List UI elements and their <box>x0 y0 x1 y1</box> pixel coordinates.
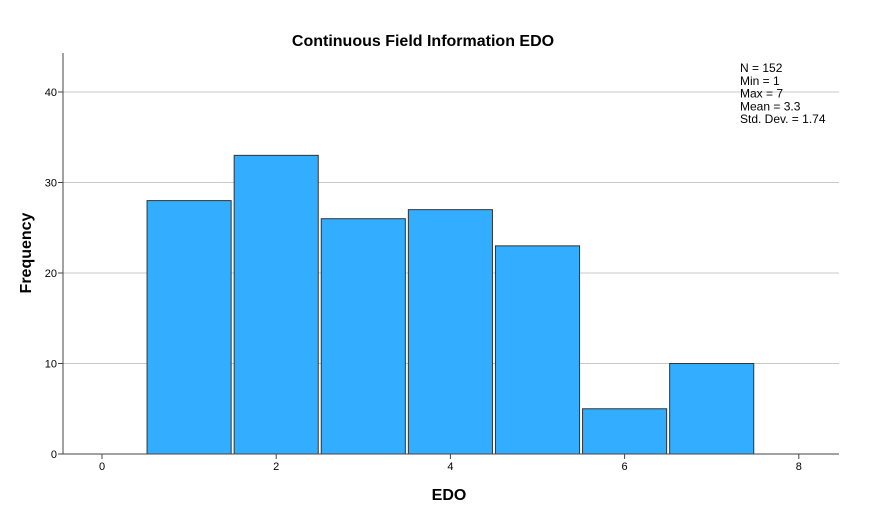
x-tick-label: 0 <box>99 461 105 473</box>
y-tick-label: 20 <box>45 268 57 280</box>
x-tick-label: 8 <box>796 461 802 473</box>
y-tick-label: 30 <box>45 178 57 190</box>
x-tick-label: 2 <box>273 461 279 473</box>
histogram-bar <box>320 218 406 455</box>
histogram-bar <box>582 408 668 455</box>
stat-line: N = 152 <box>740 61 783 75</box>
histogram-bar <box>494 245 581 455</box>
y-tick-label: 40 <box>45 87 57 99</box>
stat-line: Min = 1 <box>740 74 780 88</box>
x-axis-ticks: 0 2 4 6 8 <box>99 454 802 473</box>
stat-line: Mean = 3.3 <box>740 99 801 113</box>
histogram-bar <box>669 363 755 455</box>
x-axis-title: EDO <box>432 487 467 504</box>
histogram-bar <box>233 154 319 455</box>
x-tick-label: 4 <box>447 461 453 473</box>
y-tick-label: 0 <box>51 449 57 461</box>
stat-line: Std. Dev. = 1.74 <box>740 112 826 126</box>
y-tick-label: 10 <box>45 359 57 371</box>
y-axis-title: Frequency <box>18 212 35 293</box>
chart-title: Continuous Field Information EDO <box>292 33 554 50</box>
histogram-bar <box>146 200 232 455</box>
y-axis-ticks: 0 10 20 30 40 <box>45 87 63 461</box>
histogram-bar <box>407 209 493 455</box>
bars-group <box>146 154 755 455</box>
x-tick-label: 6 <box>622 461 628 473</box>
stat-line: Max = 7 <box>740 87 783 101</box>
